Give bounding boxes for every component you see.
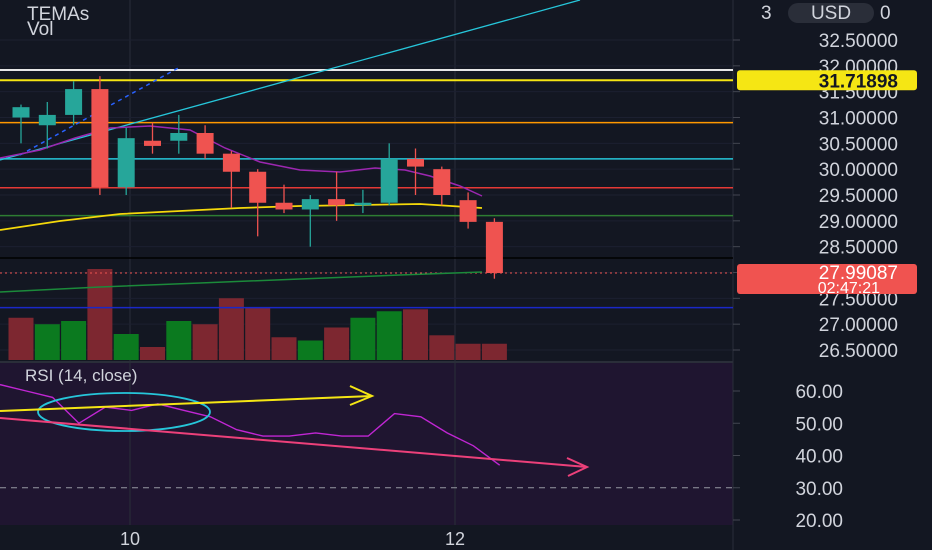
volume-bar [8, 317, 34, 360]
rsi-tick-label: 50.00 [795, 414, 843, 435]
last-price-badge[interactable] [737, 264, 917, 294]
rsi-label[interactable]: RSI (14, close) [25, 366, 137, 385]
volume-bar [166, 321, 192, 360]
arrow-head-yellow [349, 385, 375, 406]
volume-bar [218, 298, 244, 360]
countdown-text: 02:47:21 [818, 280, 880, 297]
horizontal-levels[interactable] [0, 68, 733, 309]
volume-bar [429, 335, 455, 360]
candle-body [144, 140, 161, 146]
price-tick-label: 30.00000 [819, 160, 898, 181]
volume-bar [403, 309, 428, 360]
ma-yellow [0, 203, 483, 231]
volume-label[interactable]: Vol [27, 19, 53, 40]
price-axis[interactable]: 32.5000032.0000031.5000031.0000030.50000… [733, 3, 917, 362]
annotation-ellipse[interactable] [37, 392, 211, 432]
candle-body [196, 133, 214, 154]
price-tick-label: 27.00000 [819, 315, 898, 336]
candles [12, 76, 503, 279]
candle-body [328, 199, 346, 206]
price-tick-label: 29.50000 [819, 186, 898, 207]
ma-purple [0, 125, 483, 197]
currency-pill[interactable] [788, 3, 874, 23]
price-tick-label: 32.50000 [819, 31, 898, 52]
volume-bar [61, 321, 87, 360]
rsi-tick-label: 60.00 [795, 382, 843, 403]
rsi-tick-label: 30.00 [795, 479, 843, 500]
grid-lines [0, 0, 733, 525]
candle-body [433, 169, 451, 195]
level-price-badge-text: 31.71898 [819, 71, 898, 92]
volume-bar [34, 324, 60, 360]
rsi-indicator [0, 383, 590, 477]
rsi-pane-bg [0, 362, 733, 525]
time-axis-bg [0, 525, 733, 550]
volume-bar [245, 308, 271, 360]
time-tick-label: 12 [445, 529, 465, 549]
candle-body [117, 138, 135, 188]
candle-body [249, 171, 267, 203]
candle-body [380, 158, 398, 203]
annotation-arrow-yellow[interactable] [0, 395, 373, 412]
candle-body [38, 114, 56, 126]
volume-bar [376, 311, 402, 360]
candle-body [65, 89, 83, 115]
price-tick-label: 28.50000 [819, 238, 898, 259]
volume-bar [87, 269, 113, 360]
volume-bars [8, 269, 507, 360]
volume-bar [455, 343, 481, 360]
candle-body [301, 199, 319, 210]
rsi-axis[interactable]: 60.00 50.00 40.00 30.00 20.00 [733, 382, 843, 532]
volume-bar [297, 340, 323, 360]
moving-averages [0, 125, 483, 293]
arrow-head-pink [566, 457, 590, 477]
level-price-badge[interactable] [737, 70, 917, 91]
rsi-line [0, 383, 501, 466]
volume-bar [350, 317, 376, 360]
candle-body [354, 202, 372, 206]
volume-bar [113, 334, 139, 360]
price-tick-label: 30.50000 [819, 134, 898, 155]
time-axis[interactable]: 10 12 [120, 529, 465, 549]
price-tick-label: 29.00000 [819, 212, 898, 233]
candle-body [222, 153, 240, 172]
volume-bar [192, 324, 218, 360]
candle-body [170, 133, 188, 141]
rsi-tick-label: 40.00 [795, 447, 843, 468]
volume-bar [481, 343, 507, 360]
volume-bar [324, 327, 350, 360]
price-tick-partial-tail: 0 [880, 3, 891, 24]
price-tick-partial: 3 [761, 3, 772, 24]
volume-bar [140, 347, 165, 360]
last-price-text: 27.99087 [819, 263, 898, 284]
candle-body [459, 200, 477, 222]
candle-body [275, 202, 293, 210]
candle-body [407, 158, 424, 167]
rsi-tick-label: 20.00 [795, 511, 843, 532]
time-tick-label: 10 [120, 529, 140, 549]
ma-green [0, 271, 483, 293]
price-tick-label: 27.50000 [819, 289, 898, 310]
price-tick-label: 31.00000 [819, 109, 898, 130]
candle-body [91, 89, 109, 188]
symbol-label[interactable]: TEMAs [27, 4, 89, 25]
annotation-arrow-pink[interactable] [0, 417, 588, 468]
price-tick-label: 26.50000 [819, 341, 898, 362]
currency-label[interactable]: USD [811, 3, 851, 24]
volume-bar [271, 337, 297, 360]
candle-body [12, 107, 30, 118]
candle-body [485, 221, 503, 274]
